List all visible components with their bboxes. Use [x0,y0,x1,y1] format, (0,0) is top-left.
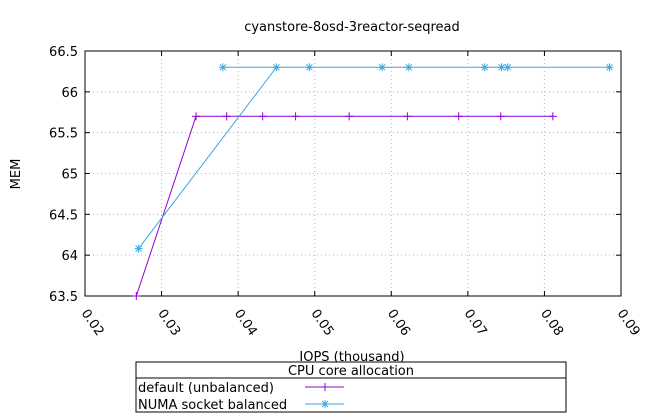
x-tick-label: 0.03 [154,307,183,339]
y-tick-label: 65 [61,168,78,183]
data-point [132,292,141,300]
legend-box [135,361,567,413]
x-tick-label: 0.06 [384,307,413,339]
marker-stroke [481,63,489,71]
marker-stroke [306,63,313,71]
data-point [345,112,354,121]
series-1 [132,112,557,300]
x-tick-label: 0.02 [78,307,107,339]
data-point [548,112,557,121]
data-point [258,112,267,121]
y-tick-label: 64.5 [49,208,78,223]
y-tick-label: 63.5 [49,290,78,305]
data-point [272,63,281,72]
legend-label: default (unbalanced) [138,381,274,396]
legend: CPU core allocation default (unbalanced)… [135,361,567,413]
axis-ticks: 0.02 0.03 0.04 0.05 0.06 0.07 0.08 0.09 63.5 64 64… [49,45,643,339]
chart-title: cyanstore-8osd-3reactor-seqread [244,20,460,35]
data-point [291,112,300,121]
x-tick-label: 0.05 [307,307,336,339]
data-point [305,63,314,72]
data-point [134,244,143,253]
marker-stroke [219,63,227,71]
legend-marker [321,383,329,391]
y-tick-label: 66 [61,86,78,101]
marker-stroke [498,63,505,71]
data-point [496,112,505,121]
series-layer [132,63,614,300]
data-point [605,63,614,72]
series-line [138,66,610,249]
data-point [403,112,412,121]
y-tick-label: 64 [61,249,78,264]
marker-stroke [606,63,613,71]
marker-stroke [135,245,142,252]
y-axis-label: MEM [9,159,24,190]
legend-marker [321,400,329,408]
data-point [454,112,463,121]
legend-label: NUMA socket balanced [138,398,287,413]
marker-stroke [273,63,280,71]
y-tick-label: 66.5 [49,45,78,60]
data-point [378,63,387,72]
y-tick-label: 65.5 [49,127,78,142]
x-axis-label: IOPS (thousand) [299,350,404,365]
grid [85,51,621,296]
series-line [135,115,553,297]
x-tick-label: 0.09 [614,307,643,339]
legend-title: CPU core allocation [288,364,414,379]
data-point [218,63,227,72]
x-tick-label: 0.04 [231,307,260,339]
x-tick-label: 0.07 [461,307,490,339]
marker-stroke [504,63,512,71]
data-point [503,63,512,72]
data-point [222,112,231,121]
legend-entries: default (unbalanced) NUMA socket balanced [138,381,344,413]
series-2 [134,63,614,253]
marker-stroke [405,63,413,71]
x-tick-label: 0.08 [537,307,566,339]
marker-stroke [321,400,329,408]
data-point [480,63,489,72]
data-point [404,63,413,72]
data-point [192,112,201,121]
marker-stroke [378,63,386,71]
